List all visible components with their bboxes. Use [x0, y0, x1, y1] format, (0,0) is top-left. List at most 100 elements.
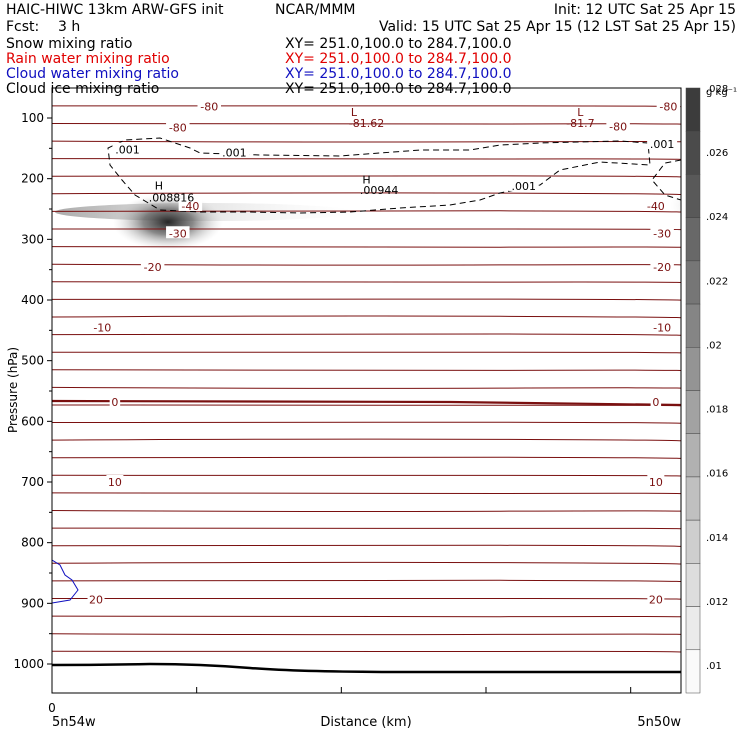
y-tick-label: 700	[21, 475, 44, 489]
temperature-contour-label-bg	[197, 99, 221, 112]
temperature-contour-label-bg	[606, 119, 630, 132]
colorbar-swatch	[685, 433, 701, 478]
isotherm-line	[52, 192, 681, 195]
isotherm-line	[52, 456, 681, 459]
colorbar-tick-label: .022	[706, 276, 728, 287]
cloud-ice-contour-label: .001	[512, 180, 537, 193]
x-end-label-right: 5n50w	[637, 715, 681, 730]
temperature-contour-label: 20	[89, 594, 103, 607]
colorbar-swatch	[685, 563, 701, 607]
colorbar-swatch	[685, 130, 701, 175]
colorbar-swatch	[685, 217, 701, 262]
temperature-extremum-label: -81.7	[566, 117, 594, 130]
cloud-ice-contour-label-bg	[647, 137, 678, 150]
terrain-surface	[52, 662, 681, 674]
isotherm-line	[52, 333, 681, 336]
fcst-label: Fcst:	[6, 19, 40, 35]
cloud-ice-maximum-label: H	[362, 173, 370, 186]
colorbar-tick-label: .016	[706, 469, 728, 480]
temperature-contour-label: -20	[144, 261, 162, 274]
isotherm-line	[52, 510, 681, 512]
cloud-ice-contour-label-bg	[112, 142, 143, 155]
colorbar-tick-label: .014	[706, 533, 728, 544]
cloud-ice-contour-label-bg	[508, 178, 539, 191]
isotherm-line	[52, 492, 681, 495]
temperature-contour-label-bg	[647, 592, 665, 605]
colorbar-swatch	[685, 87, 701, 132]
isotherm-line	[52, 105, 681, 108]
field-name-snow: Snow mixing ratio	[6, 36, 133, 52]
isotherm-line	[52, 158, 681, 160]
temperature-contour-label: 10	[108, 476, 122, 489]
isotherm-line	[52, 438, 681, 442]
field-xy-snow: XY= 251.0,100.0 to 284.7,100.0	[285, 36, 512, 52]
temperature-contour-label: 20	[649, 594, 663, 607]
y-tick-label: 900	[21, 596, 44, 610]
isotherm-line	[52, 369, 681, 372]
temperature-contour-label: -80	[169, 122, 187, 135]
cloud-ice-edge-shading	[670, 196, 681, 214]
temperature-contour-label-bg	[178, 198, 203, 211]
isotherm-line	[52, 544, 681, 547]
temperature-contour-label: -30	[653, 227, 671, 240]
isotherm-line	[52, 527, 681, 530]
temperature-contour-label-bg	[650, 226, 674, 239]
colorbar-swatch	[685, 260, 701, 305]
isotherm-line	[52, 579, 681, 583]
isotherm-line	[52, 246, 681, 248]
fcst-value: 3 h	[58, 19, 81, 35]
temperature-contour-label: -80	[609, 120, 627, 133]
temperature-contour-label-bg	[166, 226, 190, 239]
colorbar-tick-label: .028	[706, 84, 728, 95]
isotherm-line	[52, 561, 681, 565]
isotherm-line	[52, 597, 681, 600]
colorbar-tick-label: .01	[706, 661, 722, 672]
y-tick-label: 600	[21, 414, 44, 428]
temperature-contour-label-bg	[650, 320, 674, 333]
colorbar-swatch	[685, 390, 701, 434]
temperature-contour-label-bg	[166, 120, 190, 133]
temperature-contour-label-bg	[106, 475, 124, 487]
temperature-contour-label: -40	[181, 200, 199, 213]
colorbar-swatch	[685, 174, 701, 218]
cloud-ice-contour-label: .001	[222, 147, 247, 160]
cloud-ice-maximum-label: .00944	[360, 184, 399, 197]
temperature-contour-label: 10	[649, 476, 663, 489]
temperature-contour-label: 0	[111, 396, 118, 409]
isotherm-line	[52, 474, 681, 477]
temperature-contour-label-bg	[650, 260, 674, 273]
field-name-cloud-ice: Cloud ice mixing ratio	[6, 81, 160, 97]
temperature-extremum-label: -81.62	[349, 117, 384, 130]
title-center: NCAR/MMM	[275, 2, 356, 18]
y-tick-label: 400	[21, 293, 44, 307]
init-time: Init: 12 UTC Sat 25 Apr 15	[553, 2, 736, 18]
cloud-ice-maximum-label: H	[155, 179, 163, 192]
x-axis-label: Distance (km)	[320, 715, 411, 730]
y-tick-label: 200	[21, 172, 44, 186]
y-tick-label: 100	[21, 111, 44, 125]
title-left: HAIC-HIWC 13km ARW-GFS init	[6, 2, 224, 18]
isotherm-line	[52, 615, 681, 618]
isotherm-line	[52, 281, 681, 284]
freezing-level-contour	[52, 399, 681, 407]
y-axis-label: Pressure (hPa)	[6, 347, 20, 433]
isotherm-line	[52, 633, 681, 636]
y-tick-label: 500	[21, 354, 44, 368]
temperature-contour-label-bg	[650, 394, 662, 407]
colorbar: .01 .012 .014 .016 .018 .02 .022 .024 .026 .028	[685, 84, 728, 694]
field-name-cloud-water: Cloud water mixing ratio	[6, 66, 179, 82]
x-tick-label-0: 0	[48, 701, 56, 715]
colorbar-swatch	[685, 347, 701, 391]
cloud-ice-contour-label: .001	[650, 138, 675, 151]
isotherm-line	[52, 404, 681, 407]
temperature-contour-label: 0	[652, 396, 659, 409]
temperature-contour-label-bg	[656, 99, 681, 112]
field-xy-rain: XY= 251.0,100.0 to 284.7,100.0	[285, 51, 512, 67]
cloud-ice-contour	[107, 137, 651, 214]
colorbar-unit: g kg⁻¹	[706, 87, 737, 98]
cloud-ice-maximum-label: .008816	[149, 191, 195, 204]
temperature-contour-label: -10	[653, 321, 671, 334]
isotherm-line	[52, 650, 681, 653]
colorbar-swatch	[685, 303, 701, 348]
